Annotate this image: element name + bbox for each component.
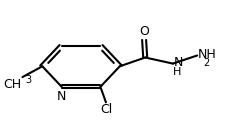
Text: N: N: [57, 90, 66, 103]
Text: N: N: [173, 56, 183, 69]
Text: 3: 3: [25, 75, 31, 85]
Text: O: O: [139, 25, 149, 38]
Text: H: H: [173, 67, 181, 77]
Text: 2: 2: [203, 58, 209, 67]
Text: Cl: Cl: [100, 103, 112, 116]
Text: NH: NH: [198, 48, 217, 61]
Text: CH: CH: [3, 78, 21, 91]
